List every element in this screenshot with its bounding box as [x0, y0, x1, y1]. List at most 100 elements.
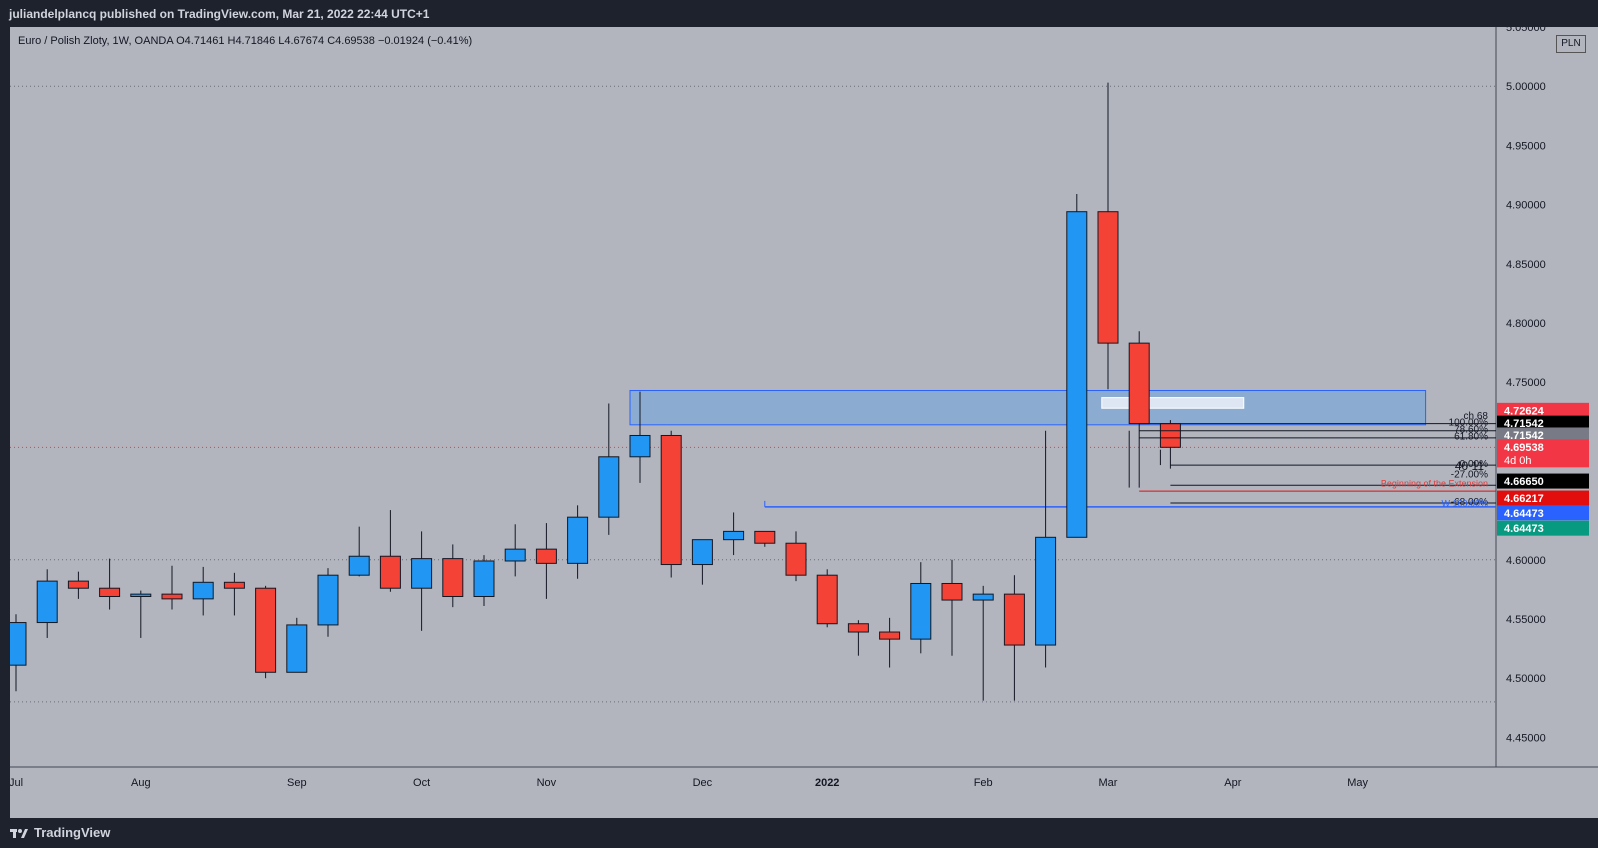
candle-13 [411, 531, 433, 631]
candle-body [473, 560, 495, 598]
candle-25 [785, 531, 807, 582]
y-tick-label-11: 5.00000 [1506, 81, 1546, 93]
price-tag-5: 4.66217 [1497, 490, 1589, 506]
price-tag-background [1497, 473, 1589, 489]
candle-30 [941, 559, 963, 656]
candle-body [192, 581, 214, 600]
price-tag-label: 4.66650 [1504, 476, 1544, 488]
candle-14 [442, 544, 464, 608]
y-tick-label-3: 4.60000 [1506, 555, 1546, 567]
candle-body [723, 530, 745, 541]
candle-17 [535, 523, 557, 599]
candle-11 [348, 526, 370, 577]
x-tick-label-5: Dec [693, 777, 713, 789]
candle-16 [504, 524, 526, 577]
price-tag-label: 4.71542 [1504, 430, 1544, 442]
candle-32 [1003, 575, 1025, 701]
candle-6 [192, 566, 214, 616]
tradingview-logo[interactable]: TradingView [10, 825, 110, 840]
fib-label-4: -27.00% [1451, 470, 1488, 481]
extension-label: Beginning of the Extension [1381, 478, 1488, 488]
supply-zone [629, 389, 1427, 426]
candle-23 [723, 512, 745, 556]
price-tag-6: 4.64473 [1497, 505, 1589, 521]
footer-logo-text: TradingView [34, 825, 111, 840]
candle-body [223, 581, 245, 589]
fib-small-label-0: ch 68 [1464, 411, 1489, 422]
candle-1 [36, 569, 58, 638]
price-tag-0: 4.72624 [1497, 402, 1589, 418]
price-tag-background [1497, 415, 1589, 431]
candle-body [535, 548, 557, 564]
candle-body [67, 580, 89, 589]
price-tag-background [1497, 402, 1589, 418]
footer-bar: TradingView [0, 818, 1598, 848]
price-tag-background [1497, 439, 1589, 468]
candle-body [161, 593, 183, 600]
candle-body [598, 456, 620, 518]
fib-small-label-1: 40 11 [1455, 459, 1484, 473]
price-tag-label: 4.71542 [1504, 418, 1544, 430]
candle-21 [660, 430, 682, 578]
time-axis-background [10, 767, 1598, 818]
candle-body [317, 574, 339, 626]
candle-body [379, 555, 401, 589]
candle-18 [567, 505, 589, 579]
zone-inner-marker [1101, 397, 1245, 409]
x-tick-label-0: Jul [10, 777, 23, 789]
y-tick-label-7: 4.80000 [1506, 318, 1546, 330]
price-tag-4: 4.66650 [1497, 473, 1589, 489]
candle-12 [379, 510, 401, 592]
candle-15 [473, 555, 495, 606]
candle-body [1066, 211, 1088, 538]
y-tick-label-6: 4.75000 [1506, 377, 1546, 389]
candle-body [411, 558, 433, 589]
price-tag-background [1497, 520, 1589, 536]
candle-body [1128, 342, 1150, 425]
candle-29 [910, 562, 932, 654]
candle-35 [1097, 82, 1119, 390]
candle-body [1159, 423, 1181, 448]
candle-5 [161, 565, 183, 610]
candle-22 [691, 539, 713, 585]
candle-body [255, 587, 277, 673]
candle-37 [1159, 420, 1181, 469]
candlestick-chart[interactable]: 100.00%78.60%61.80% 0.00%-27.00% -68.00% ch… [5, 22, 1598, 818]
price-tag-label: 4.64473 [1504, 508, 1544, 520]
candle-body [629, 434, 651, 458]
candle-33 [1035, 430, 1057, 668]
fib-label-2: 61.80% [1454, 432, 1488, 443]
price-tag-7: 4.64473 [1497, 520, 1589, 536]
y-tick-label-0: 4.45000 [1506, 732, 1546, 744]
publisher-bar: juliandelplancq published on TradingView… [0, 0, 1598, 27]
y-tick-label-10: 4.95000 [1506, 140, 1546, 152]
price-axis-background [1496, 27, 1598, 767]
symbol-legend: Euro / Polish Zloty, 1W, OANDA O4.71461 … [18, 35, 473, 47]
price-tag-1: 4.71542 [1497, 415, 1589, 431]
candle-body [99, 587, 121, 598]
chart-area[interactable]: 100.00% 78.60% 61.80% 0.00% -27.00% -68.00% ch… [5, 22, 1598, 818]
candle-body [879, 631, 901, 640]
price-tag-label: 4.72624 [1504, 405, 1545, 417]
fib-label-3: 0.00% [1460, 459, 1488, 470]
price-tag-countdown: 4d 0h [1504, 455, 1532, 467]
fib-label-0: 100.00% [1449, 417, 1489, 428]
candle-8 [255, 585, 277, 679]
x-tick-label-3: Oct [413, 777, 430, 789]
x-tick-label-10: May [1347, 777, 1368, 789]
candle-body [785, 542, 807, 576]
x-tick-label-6: 2022 [815, 777, 839, 789]
price-tag-label: 4.64473 [1504, 523, 1544, 535]
x-tick-label-1: Aug [131, 777, 151, 789]
candle-body [910, 582, 932, 640]
price-tag-background [1497, 490, 1589, 506]
weekly-fib-label: W 100.00% [1441, 499, 1488, 509]
candle-26 [816, 569, 838, 628]
candle-body [972, 593, 994, 601]
candle-10 [317, 568, 339, 637]
currency-button[interactable]: PLN [1556, 35, 1586, 53]
candle-31 [972, 585, 994, 701]
y-tick-label-9: 4.90000 [1506, 200, 1546, 212]
candle-4 [130, 590, 152, 638]
